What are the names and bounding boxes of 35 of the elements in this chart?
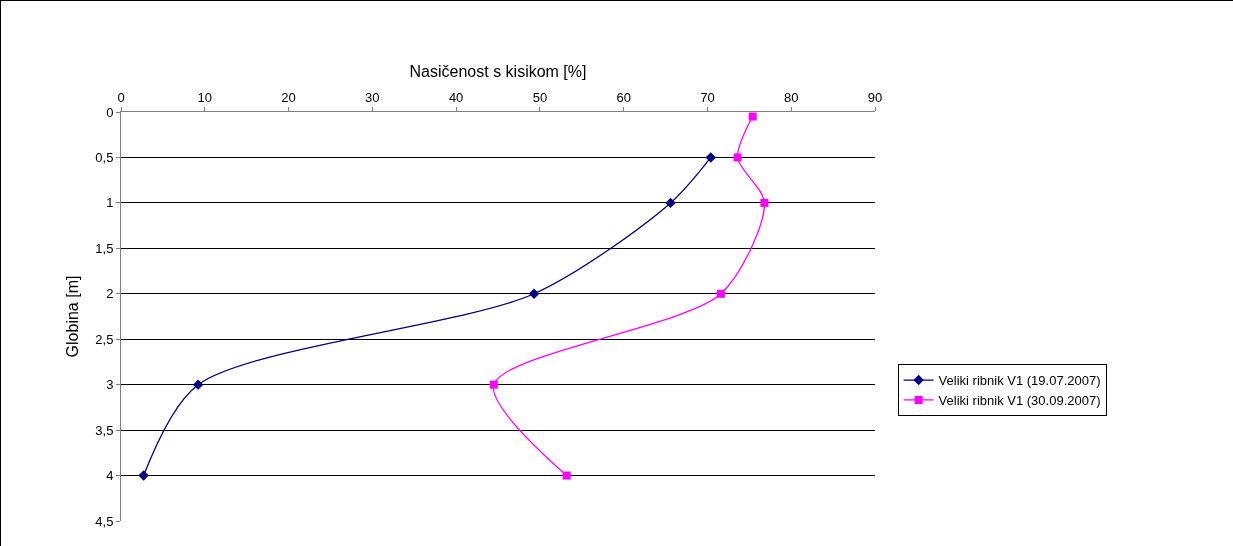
legend-label: Veliki ribnik V1 (30.09.2007) (938, 393, 1101, 409)
point (705, 152, 716, 163)
point (716, 289, 725, 298)
x-tick-label: 10 (197, 89, 213, 105)
point (665, 197, 676, 209)
point (192, 379, 204, 390)
x-tick-label: 70 (700, 89, 715, 105)
x-tick-label: 50 (532, 89, 548, 105)
y-tick-label: 0 (106, 104, 114, 120)
x-tick-label: 30 (365, 89, 380, 105)
point (138, 470, 149, 481)
x-tick-label: 90 (867, 89, 883, 105)
y-tick-label: 4 (106, 468, 114, 484)
y-tick-label: 4,5 (95, 513, 114, 529)
point (489, 380, 498, 389)
y-tick-label: 2 (106, 286, 114, 302)
y-axis-title: Globina [m] (64, 275, 82, 358)
legend-label: Veliki ribnik V1 (19.07.2007) (938, 373, 1101, 389)
y-tick-label: 3,5 (95, 422, 114, 438)
point (748, 112, 757, 121)
point (760, 198, 769, 207)
x-tick-label: 0 (117, 89, 125, 105)
x-tick-label: 80 (783, 89, 799, 105)
y-tick-label: 0,5 (95, 149, 114, 165)
x-tick-label: 60 (616, 89, 631, 105)
point (528, 288, 540, 299)
y-tick-label: 1 (106, 195, 114, 211)
point (562, 471, 571, 480)
x-axis-title: Nasičenost s kisikom [%] (409, 62, 587, 80)
y-tick-label: 1,5 (95, 240, 114, 256)
x-tick-label: 40 (448, 89, 464, 105)
y-tick-label: 3 (106, 377, 114, 393)
y-tick-label: 2,5 (95, 331, 114, 347)
x-tick-label: 20 (281, 89, 296, 105)
point (733, 153, 742, 162)
